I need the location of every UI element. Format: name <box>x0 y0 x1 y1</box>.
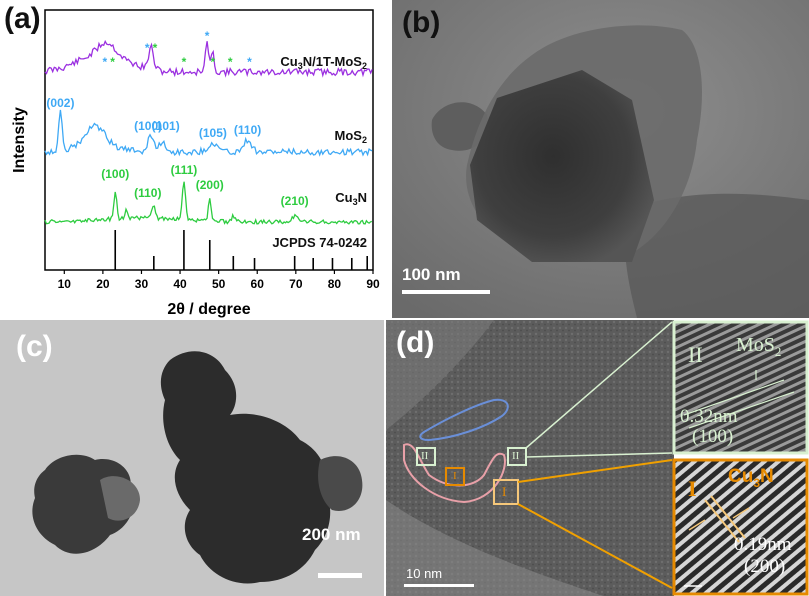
inset-bottom-material-sub: 3 <box>753 475 761 490</box>
peak-label-cu3n: (110) <box>134 186 161 200</box>
inset-top-material-sub: 2 <box>774 344 782 359</box>
tem-image-b <box>392 0 809 318</box>
legend-cu3n-part: 3 <box>353 197 358 207</box>
x-tick-label: 60 <box>251 277 265 291</box>
x-tick-label: 90 <box>366 277 380 291</box>
legend-mos2-part: MoS <box>335 128 363 143</box>
peak-marker: * <box>102 55 107 69</box>
inset-top-spacing: 0.32nm <box>680 406 738 427</box>
x-tick-label: 70 <box>289 277 303 291</box>
legend-mos2-part: 2 <box>362 135 367 145</box>
region-label-ii-a: II <box>421 450 429 462</box>
peak-marker: * <box>110 55 115 69</box>
legend-composite-part: 2 <box>362 61 367 71</box>
panel-d-label: (d) <box>396 326 435 359</box>
peak-label-mos2: (002) <box>46 96 74 110</box>
panel-b-tem: (b) 100 nm <box>392 0 809 318</box>
hrtem-image-d <box>386 320 809 596</box>
panel-c-label: (c) <box>16 330 53 363</box>
inset-top-region: II <box>688 342 703 367</box>
inset-bottom-material-main: Cu <box>728 466 754 487</box>
peak-marker: * <box>228 55 233 69</box>
legend-reference: JCPDS 74-0242 <box>272 235 367 250</box>
series-mos2-line <box>44 109 373 157</box>
inset-bottom-region: I <box>688 476 697 501</box>
panel-b-label: (b) <box>402 6 441 39</box>
inset-top-material-main: MoS <box>736 334 775 356</box>
panel-c-tem: (c) 200 nm <box>0 320 390 596</box>
inset-top-material: MoS2 <box>736 334 781 360</box>
inset-bottom-plane: (200) <box>744 556 786 577</box>
legend-composite: Cu3N/1T-MoS2 <box>280 54 367 71</box>
peak-label-cu3n: (111) <box>171 163 198 177</box>
legend-cu3n: Cu3N <box>335 190 367 207</box>
legend-mos2: MoS2 <box>335 128 367 145</box>
legend-cu3n-part: Cu <box>335 190 352 205</box>
region-label-ii-b: II <box>512 450 520 462</box>
series-composite-line <box>44 39 373 78</box>
inset-bottom-spacing: 0.19nm <box>734 534 792 555</box>
peak-marker: * <box>247 55 252 69</box>
y-axis-title: Intensity <box>11 107 28 173</box>
inset-bottom-material-tail: N <box>760 466 774 487</box>
peak-label-cu3n: (100) <box>101 167 129 181</box>
peak-marker: * <box>182 55 187 69</box>
x-tick-label: 50 <box>212 277 226 291</box>
peak-label-cu3n: (210) <box>281 194 309 208</box>
scale-bar-c <box>318 573 362 578</box>
region-label-i-a: I <box>453 470 457 482</box>
peak-marker: * <box>153 41 158 55</box>
scale-bar-b <box>402 290 490 294</box>
panel-a-xrd: (a) 10 20 30 40 50 60 70 80 90 2θ / degree Intensi… <box>0 0 390 318</box>
legend-composite-part: N/1T-MoS <box>303 54 363 69</box>
x-tick-label: 10 <box>58 277 72 291</box>
tem-image-c <box>0 320 390 596</box>
peak-label-mos2: (101) <box>152 119 180 133</box>
panel-d-hrtem: (d) II I II I 10 nm II MoS2 0.32nm (100)… <box>384 320 809 596</box>
x-tick-label: 20 <box>96 277 110 291</box>
inset-bottom-material: Cu3N <box>728 466 774 490</box>
panel-a-label: (a) <box>4 2 41 35</box>
x-axis-title: 2θ / degree <box>167 301 250 318</box>
x-tick-label: 40 <box>173 277 187 291</box>
peak-label-mos2: (110) <box>234 123 261 137</box>
x-tick-label: 30 <box>135 277 149 291</box>
region-label-i-b: I <box>502 484 507 499</box>
scale-bar-b-label: 100 nm <box>402 265 461 284</box>
peak-marker: * <box>211 55 216 69</box>
scale-bar-c-label: 200 nm <box>302 525 361 544</box>
series-cu3n-line <box>44 181 373 225</box>
peak-label-mos2: (100) <box>134 119 162 133</box>
scale-bar-d-label: 10 nm <box>406 566 443 581</box>
x-tick-label: 80 <box>328 277 342 291</box>
legend-cu3n-part: N <box>358 190 367 205</box>
peak-marker: * <box>145 41 150 55</box>
peak-marker: * <box>205 29 210 43</box>
legend-composite-part: Cu <box>280 54 297 69</box>
peak-label-mos2: (105) <box>199 126 227 140</box>
inset-top-plane: (100) <box>692 426 734 447</box>
peak-label-cu3n: (200) <box>196 178 224 192</box>
legend-composite-part: 3 <box>298 61 303 71</box>
